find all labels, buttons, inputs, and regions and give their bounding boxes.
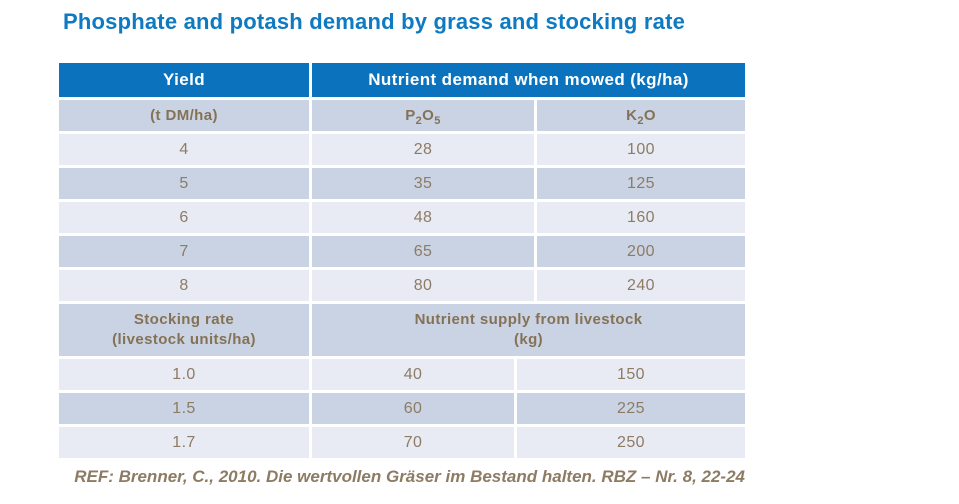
table-cell: 250 <box>517 427 745 458</box>
table-cell: 6 <box>59 202 309 233</box>
livestock-supply-table: Stocking rate (livestock units/ha) Nutri… <box>59 304 745 458</box>
table-cell: 60 <box>312 393 514 424</box>
table-cell: 225 <box>517 393 745 424</box>
section-header-nutrient-supply: Nutrient supply from livestock (kg) <box>312 304 745 356</box>
table-cell: 5 <box>59 168 309 199</box>
table-cell: 1.5 <box>59 393 309 424</box>
table-cell: 1.7 <box>59 427 309 458</box>
table-cell: 35 <box>312 168 534 199</box>
table-cell: 240 <box>537 270 745 301</box>
subheader-p2o5: P2O5 <box>312 100 534 131</box>
header-mowed-demand: Nutrient demand when mowed (kg/ha) <box>312 63 745 97</box>
page-title: Phosphate and potash demand by grass and… <box>63 9 686 34</box>
mowed-demand-table: Yield Nutrient demand when mowed (kg/ha)… <box>59 63 745 301</box>
k2o-formula: K2O <box>626 107 656 127</box>
table-cell: 100 <box>537 134 745 165</box>
table-cell: 4 <box>59 134 309 165</box>
table-cell: 70 <box>312 427 514 458</box>
table-cell: 40 <box>312 359 514 390</box>
table-cell: 7 <box>59 236 309 267</box>
section-header-stocking-rate: Stocking rate (livestock units/ha) <box>59 304 309 356</box>
header-yield: Yield <box>59 63 309 97</box>
table-cell: 65 <box>312 236 534 267</box>
table-cell: 28 <box>312 134 534 165</box>
p2o5-formula: P2O5 <box>405 107 441 127</box>
table-cell: 125 <box>537 168 745 199</box>
table-cell: 8 <box>59 270 309 301</box>
table-cell: 200 <box>537 236 745 267</box>
subheader-yield-unit: (t DM/ha) <box>59 100 309 131</box>
reference-citation: REF: Brenner, C., 2010. Die wertvollen G… <box>74 467 745 486</box>
table-cell: 150 <box>517 359 745 390</box>
table-cell: 80 <box>312 270 534 301</box>
data-table: Yield Nutrient demand when mowed (kg/ha)… <box>59 63 745 458</box>
subheader-k2o: K2O <box>537 100 745 131</box>
table-cell: 160 <box>537 202 745 233</box>
table-cell: 1.0 <box>59 359 309 390</box>
table-cell: 48 <box>312 202 534 233</box>
